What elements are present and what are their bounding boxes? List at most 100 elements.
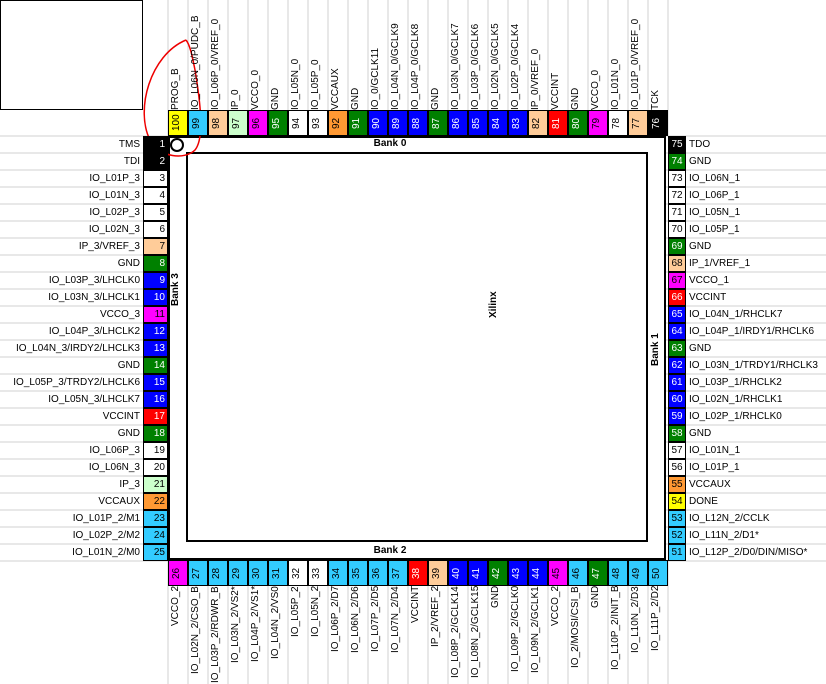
pin-label: VCCINT	[410, 586, 421, 624]
pin-number: 26	[168, 560, 188, 586]
pin-number: 67	[668, 272, 686, 289]
pin-label: GND	[430, 87, 441, 110]
pin-label: IO_L05P_2	[290, 586, 301, 637]
pin-number: 93	[308, 110, 328, 136]
pin-number: 90	[368, 110, 388, 136]
pin-number: 72	[668, 187, 686, 204]
pin-number: 30	[248, 560, 268, 586]
pin-number: 32	[288, 560, 308, 586]
pin-number: 22	[143, 493, 168, 510]
pin-number: 66	[668, 289, 686, 306]
pin-number: 64	[668, 323, 686, 340]
pin-label: IO_L10P_2/INIT_B	[610, 586, 621, 671]
pin-label: IO_L05N_2	[310, 586, 321, 638]
pin-label: IO_L04N_3/IRDY2/LHCLK3	[16, 343, 140, 354]
pin-label: PROG_B	[170, 68, 181, 110]
pin-number: 49	[628, 560, 648, 586]
pin-number: 19	[143, 442, 168, 459]
pin-number: 78	[608, 110, 628, 136]
pin-label: IO_L01P_0/VREF_0	[630, 18, 641, 110]
pin-number: 40	[448, 560, 468, 586]
pin-label: GND	[117, 360, 140, 371]
pin-number: 14	[143, 357, 168, 374]
pin-number: 76	[648, 110, 668, 136]
pin-label: IO_L09N_2/GCLK1	[530, 586, 541, 673]
pin-number: 92	[328, 110, 348, 136]
pin-number: 16	[143, 391, 168, 408]
pin-number: 77	[628, 110, 648, 136]
pin-label: VCCAUX	[689, 479, 731, 490]
pin-number: 36	[368, 560, 388, 586]
pin-number: 23	[143, 510, 168, 527]
pin-number: 97	[228, 110, 248, 136]
pin-label: IO_L04N_2/VS0	[270, 586, 281, 659]
pin-label: IO_L05N_1	[689, 207, 741, 218]
pin-number: 86	[448, 110, 468, 136]
pin-label: IO_L02N_0/GCLK5	[490, 23, 501, 110]
pin-label: IO_L04N_0/GCLK9	[390, 23, 401, 110]
pin-number: 41	[468, 560, 488, 586]
bank2-label: Bank 2	[373, 545, 407, 556]
pin1-marker	[170, 138, 184, 152]
pin-number: 21	[143, 476, 168, 493]
pin-number: 8	[143, 255, 168, 272]
pin-number: 1	[143, 136, 168, 153]
pin-label: IO_L06N_2/D6	[350, 586, 361, 653]
pin-number: 39	[428, 560, 448, 586]
pin-number: 79	[588, 110, 608, 136]
pin-number: 55	[668, 476, 686, 493]
pin-number: 98	[208, 110, 228, 136]
pin-number: 85	[468, 110, 488, 136]
pin-label: VCCAUX	[98, 496, 140, 507]
pin-number: 54	[668, 493, 686, 510]
pin-number: 58	[668, 425, 686, 442]
pin-label: IO_L03N_1/TRDY1/RHCLK3	[689, 360, 818, 371]
pin-label: IP_3	[119, 479, 140, 490]
pin-label: IO_L06P_0/VREF_0	[210, 18, 221, 110]
pin-number: 99	[188, 110, 208, 136]
pin-label: IO_L06P_3	[89, 445, 140, 456]
pin-number: 44	[528, 560, 548, 586]
pin-label: IO_L01P_3	[89, 173, 140, 184]
pin-label: IP_3/VREF_3	[78, 241, 140, 252]
pin-number: 29	[228, 560, 248, 586]
pin-number: 57	[668, 442, 686, 459]
pin-label: IO_L01N_0	[610, 58, 621, 110]
pin-number: 80	[568, 110, 588, 136]
pin-label: IO_L04P_3/LHCLK2	[48, 326, 140, 337]
pin-label: IP_0/VREF_0	[530, 48, 541, 110]
pin-number: 62	[668, 357, 686, 374]
pin-number: 84	[488, 110, 508, 136]
bank0-label: Bank 0	[373, 138, 407, 149]
pin-label: IO_L06N_3	[88, 462, 140, 473]
pin-number: 2	[143, 153, 168, 170]
pin-label: GND	[270, 87, 281, 110]
pin-number: 60	[668, 391, 686, 408]
pin-number: 59	[668, 408, 686, 425]
pin-label: IO_L03P_1/RHCLK2	[689, 377, 782, 388]
pin-number: 94	[288, 110, 308, 136]
pin-label: IO_L03N_2/VS2*	[230, 586, 241, 663]
pin-label: GND	[117, 258, 140, 269]
pin-number: 42	[488, 560, 508, 586]
pin-label: IO_L10N_2/D3	[630, 586, 641, 653]
pin-label: IO_2/MOSI/CSI_B	[570, 586, 581, 668]
pin-number: 11	[143, 306, 168, 323]
pin-number: 68	[668, 255, 686, 272]
pin-label: IO_L05P_0	[310, 59, 321, 110]
pin-label: IO_L05P_3/TRDY2/LHCLK6	[13, 377, 140, 388]
pin-label: TMS	[118, 139, 140, 150]
pin-label: IO_L04P_2/VS1*	[250, 586, 261, 663]
chip-outline	[168, 136, 666, 560]
pin-number: 9	[143, 272, 168, 289]
bank3-label: Bank 3	[170, 273, 181, 307]
pin-number: 70	[668, 221, 686, 238]
pin-label: IO_L05N_3/LHCLK7	[48, 394, 140, 405]
pin-label: IO_L01N_3	[88, 190, 140, 201]
pin-number: 56	[668, 459, 686, 476]
pin-number: 5	[143, 204, 168, 221]
pin-label: GND	[490, 586, 501, 609]
pin-label: IO_L07P_2/D5	[370, 586, 381, 653]
pin-label: IO_L03N_0/GCLK7	[450, 23, 461, 110]
pin-label: VCCO_1	[689, 275, 730, 286]
